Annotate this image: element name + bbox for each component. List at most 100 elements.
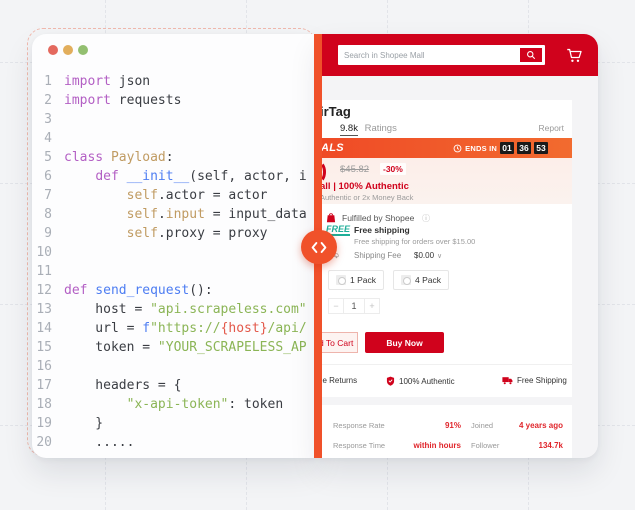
code-line: 8 self.input = input_data (32, 205, 316, 224)
divider-line (318, 364, 572, 365)
line-number: 1 (44, 74, 52, 89)
feature-label: 100% Authentic (399, 376, 455, 386)
close-window-button[interactable] (48, 45, 58, 55)
code-editor-window: 1 import json 2 import requests 3 4 5 class P… (32, 34, 316, 458)
chevron-down-icon: ∨ (437, 253, 443, 260)
code-line: 13 host = "api.scrapeless.com" (32, 300, 316, 319)
shipping-fee-label: Shipping Fee (354, 251, 402, 260)
feature-label: Free Shipping (517, 376, 567, 385)
line-number: 12 (36, 283, 52, 298)
code-line: 2 import requests (32, 91, 316, 110)
line-number: 2 (44, 93, 52, 108)
quantity-stepper: − 1 + (328, 298, 380, 314)
countdown-hours: 01 (500, 142, 514, 154)
window-controls (48, 45, 88, 55)
countdown-group: ENDS IN 01 36 53 (453, 142, 548, 154)
add-to-cart-button[interactable]: d To Cart (318, 332, 358, 353)
zoom-window-button[interactable] (78, 45, 88, 55)
ratings-row: 9.8k Ratings Report (340, 123, 564, 136)
flash-deal-banner: ALS ENDS IN 01 36 53 (318, 138, 572, 158)
cart-icon (567, 48, 582, 62)
code-line: 9 self.proxy = proxy (32, 224, 316, 243)
shopee-bag-icon (326, 213, 336, 223)
mall-authentic-line: all | 100% Authentic (320, 181, 409, 192)
line-number: 18 (36, 397, 52, 412)
search-button[interactable] (519, 47, 543, 63)
stat-joined: Joined 4 years ago (471, 421, 563, 430)
code-line: 16 (32, 357, 316, 376)
shipping-fee-row: Shipping Fee $0.00 ∨ (318, 250, 572, 262)
line-number: 14 (36, 321, 52, 336)
variant-label: 1 Pack (350, 275, 376, 285)
quantity-increase-button[interactable]: + (364, 298, 380, 314)
original-price: $45.82 (340, 164, 370, 175)
ends-in-label: ENDS IN (465, 143, 497, 153)
quantity-value: 1 (344, 298, 364, 314)
code-line: 10 (32, 243, 316, 262)
code-line: 19 } (32, 414, 316, 433)
minimize-window-button[interactable] (63, 45, 73, 55)
cart-button[interactable] (563, 45, 585, 65)
line-number: 20 (36, 435, 52, 450)
line-number: 5 (44, 150, 52, 165)
shield-icon (386, 376, 395, 386)
fulfilled-row: Fulfilled by Shopee ⓘ (318, 212, 572, 224)
countdown-seconds: 53 (534, 142, 548, 154)
quantity-decrease-button[interactable]: − (328, 298, 344, 314)
left-right-chevrons-icon (311, 241, 327, 253)
truck-icon (502, 377, 513, 385)
stat-follower: Follower 134.7k (471, 441, 563, 450)
variant-label: 4 Pack (415, 275, 441, 285)
product-title: irTag (320, 104, 351, 119)
free-shipping-title: Free shipping (354, 225, 410, 235)
product-card: irTag 9.8k Ratings Report ALS ENDS IN 01… (318, 100, 572, 397)
code-area: 1 import json 2 import requests 3 4 5 class P… (32, 72, 316, 452)
buy-now-button[interactable]: Buy Now (365, 332, 444, 353)
line-number: 15 (36, 340, 52, 355)
line-number: 10 (36, 245, 52, 260)
feature-label: ee Returns (318, 376, 358, 385)
free-shipping-row: FREE Free shipping (318, 224, 572, 236)
variant-option-4pack[interactable]: 4 Pack (393, 270, 449, 290)
search-bar (338, 45, 545, 65)
variant-thumbnail (336, 275, 346, 285)
ratings-count[interactable]: 9.8k (340, 123, 358, 136)
search-input[interactable] (344, 45, 504, 65)
code-line: 20 ..... (32, 433, 316, 452)
code-line: 3 (32, 110, 316, 129)
report-link[interactable]: Report (538, 123, 564, 133)
clock-icon (453, 144, 462, 152)
line-number: 19 (36, 416, 52, 431)
deal-label: ALS (321, 142, 344, 154)
free-shipping-desc-row: Free shipping for orders over $15.00 (318, 237, 572, 249)
shopee-product-page: irTag 9.8k Ratings Report ALS ENDS IN 01… (318, 34, 598, 458)
stat-response-rate: Response Rate 91% (333, 421, 461, 430)
comparison-slider-handle[interactable] (301, 230, 337, 264)
feature-free-returns: ee Returns (318, 376, 357, 385)
line-number: 13 (36, 302, 52, 317)
line-number: 3 (44, 112, 52, 127)
shipping-fee-amount: $0.00 (414, 251, 435, 260)
line-number: 7 (44, 188, 52, 203)
search-icon (527, 51, 536, 60)
seller-info-card: Response Rate 91% Joined 4 years ago Res… (318, 405, 572, 458)
guarantee-line: Authentic or 2x Money Back (320, 193, 414, 202)
countdown-minutes: 36 (517, 142, 531, 154)
stat-response-time: Response Time within hours (333, 441, 461, 450)
variant-thumbnail (401, 275, 411, 285)
code-line: 7 self.actor = actor (32, 186, 316, 205)
feature-authentic: 100% Authentic (386, 376, 455, 386)
variant-selector: 1 Pack 4 Pack (328, 270, 449, 290)
free-shipping-badge: FREE (326, 224, 351, 236)
info-icon[interactable]: ⓘ (422, 214, 430, 223)
variant-option-1pack[interactable]: 1 Pack (328, 270, 384, 290)
free-shipping-description: Free shipping for orders over $15.00 (354, 237, 476, 246)
fulfilled-by-label: Fulfilled by Shopee (342, 213, 415, 223)
code-line: 17 headers = { (32, 376, 316, 395)
line-number: 9 (44, 226, 52, 241)
shopee-header (318, 34, 598, 76)
shipping-fee-value[interactable]: $0.00 ∨ (414, 251, 442, 260)
seller-stats: Response Rate 91% Joined 4 years ago Res… (333, 421, 563, 450)
discount-badge: -30% (380, 163, 406, 175)
